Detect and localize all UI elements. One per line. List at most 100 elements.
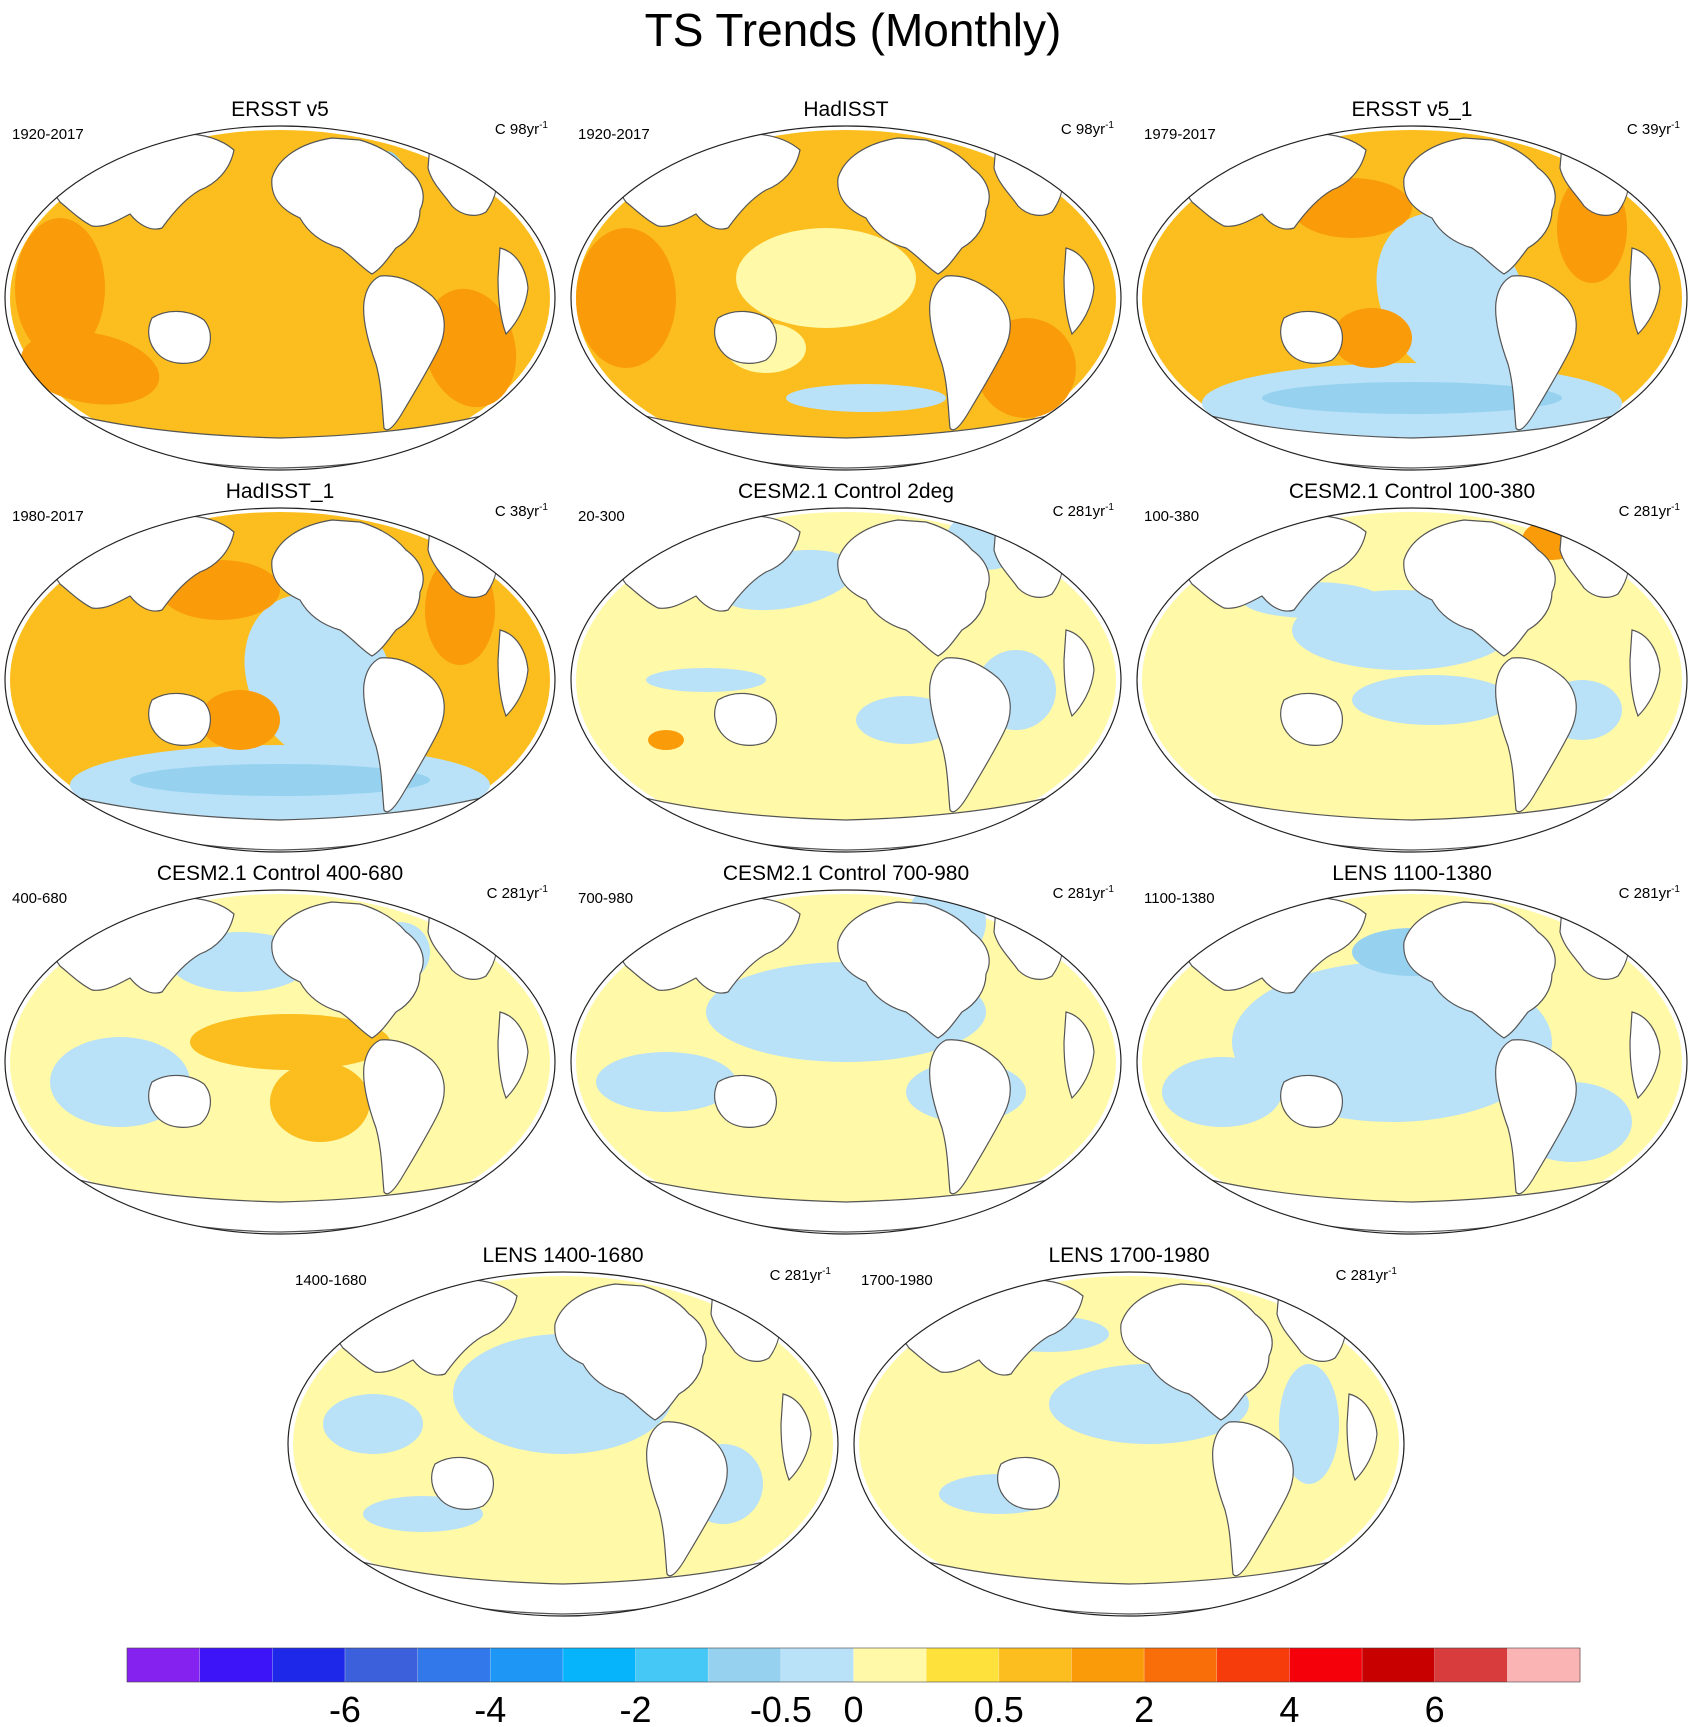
land-australia	[1280, 692, 1343, 746]
anomaly-region	[1332, 308, 1412, 368]
map-panel: LENS 1400-1680 1400-1680 C 281yr-1	[283, 1244, 843, 1624]
land-africaPart	[1063, 1011, 1095, 1100]
panel-units: C 281yr-1	[1618, 884, 1680, 902]
map-outline	[287, 1271, 839, 1617]
panel-title: ERSST v5_1	[1351, 98, 1473, 121]
anomaly-region	[596, 1052, 736, 1112]
map-outline	[4, 125, 556, 471]
land-northAmerica	[837, 137, 990, 275]
map-outline	[853, 1271, 1405, 1617]
colorbar-swatch	[199, 1648, 273, 1682]
land-greenland	[417, 508, 453, 536]
map-plot	[1136, 125, 1688, 471]
panel-units: C 98yr-1	[1060, 120, 1114, 138]
land-africaPart	[1063, 629, 1095, 718]
map-outline	[1136, 507, 1688, 853]
panel-period: 1100-1380	[1144, 890, 1215, 907]
anomaly-region	[576, 228, 676, 368]
colorbar-swatch	[926, 1648, 1000, 1682]
panel-title: LENS 1700-1980	[1048, 1244, 1210, 1267]
panel-units: C 281yr-1	[486, 884, 548, 902]
panel-period: 100-380	[1144, 508, 1200, 525]
anomaly-region	[646, 668, 766, 692]
land-northAmerica	[1403, 519, 1556, 657]
land-greenland	[1266, 1272, 1302, 1300]
panel-title: CESM2.1 Control 100-380	[1288, 480, 1536, 503]
colorbar-swatch	[708, 1648, 782, 1682]
land-africaPart	[497, 629, 529, 718]
map-outline	[570, 889, 1122, 1235]
land-australia	[148, 310, 211, 364]
land-africaPart	[1629, 247, 1661, 336]
colorbar-swatch	[780, 1648, 854, 1682]
panel-title: CESM2.1 Control 700-980	[722, 862, 970, 885]
colorbar-swatch	[998, 1648, 1072, 1682]
anomaly-region	[323, 1394, 423, 1454]
colorbar-tick-label: -0.5	[750, 1689, 812, 1727]
panel-units: C 281yr-1	[769, 1266, 831, 1284]
land-northAmerica	[271, 137, 424, 275]
colorbar-swatch	[272, 1648, 346, 1682]
land-greenland	[1549, 508, 1585, 536]
land-northAmerica	[1403, 901, 1556, 1039]
anomaly-region	[190, 1014, 390, 1070]
panel-title: HadISST	[803, 98, 889, 121]
map-outline	[570, 125, 1122, 471]
land-australia	[714, 310, 777, 364]
land-southAmerica	[929, 657, 1011, 813]
anomaly-region	[1279, 1364, 1339, 1484]
colorbar-frame	[126, 1647, 1581, 1683]
panel-period: 700-980	[578, 890, 634, 907]
colorbar-tick-label: 6	[1425, 1689, 1445, 1727]
land-northAmerica	[554, 1283, 707, 1421]
panel-period: 1980-2017	[12, 508, 84, 525]
land-southAmerica	[363, 1039, 445, 1195]
panel-units: C 281yr-1	[1052, 884, 1114, 902]
land-southAmerica	[363, 657, 445, 813]
panel-period: 1920-2017	[578, 126, 650, 143]
land-southAmerica	[1212, 1421, 1294, 1577]
land-southAmerica	[1495, 657, 1577, 813]
panel-units: C 38yr-1	[494, 502, 548, 520]
map-panel: CESM2.1 Control 400-680 400-680 C 281yr-1	[0, 862, 560, 1242]
map-plot	[1136, 889, 1688, 1235]
land-northAmerica	[837, 901, 990, 1039]
land-australia	[714, 1074, 777, 1128]
panel-units: C 98yr-1	[494, 120, 548, 138]
colorbar-swatch	[1144, 1648, 1218, 1682]
map-outline	[1136, 125, 1688, 471]
panel-period: 1400-1680	[295, 1272, 367, 1289]
land-southAmerica	[1495, 275, 1577, 431]
map-panel: HadISST 1920-2017 C 98yr-1	[566, 98, 1126, 478]
map-panel: LENS 1100-1380 1100-1380 C 281yr-1	[1132, 862, 1692, 1242]
map-outline	[1136, 889, 1688, 1235]
map-outline	[4, 507, 556, 853]
map-plot	[570, 125, 1122, 471]
land-australia	[1280, 1074, 1343, 1128]
land-africaPart	[780, 1393, 812, 1482]
land-australia	[431, 1456, 494, 1510]
land-australia	[148, 692, 211, 746]
colorbar-swatch	[1071, 1648, 1145, 1682]
land-africaPart	[1629, 629, 1661, 718]
land-northAmerica	[271, 901, 424, 1039]
land-southAmerica	[1495, 1039, 1577, 1195]
map-panel: HadISST_1 1980-2017 C 38yr-1	[0, 480, 560, 860]
land-greenland	[983, 508, 1019, 536]
map-plot	[287, 1271, 839, 1617]
anomaly-region	[1352, 675, 1512, 725]
map-panel: CESM2.1 Control 2deg 20-300 C 281yr-1	[566, 480, 1126, 860]
colorbar-tick-label: 0.5	[974, 1689, 1024, 1727]
anomaly-region	[15, 218, 105, 358]
panel-title: CESM2.1 Control 2deg	[738, 480, 954, 503]
map-plot	[570, 507, 1122, 853]
map-panel: CESM2.1 Control 700-980 700-980 C 281yr-1	[566, 862, 1126, 1242]
land-greenland	[1549, 126, 1585, 154]
colorbar-swatch	[1434, 1648, 1508, 1682]
panel-title: LENS 1400-1680	[482, 1244, 644, 1267]
colorbar-swatch	[490, 1648, 564, 1682]
anomaly-region	[270, 1062, 370, 1142]
map-plot	[853, 1271, 1405, 1617]
land-northAmerica	[837, 519, 990, 657]
colorbar-tick-label: 4	[1279, 1689, 1299, 1727]
